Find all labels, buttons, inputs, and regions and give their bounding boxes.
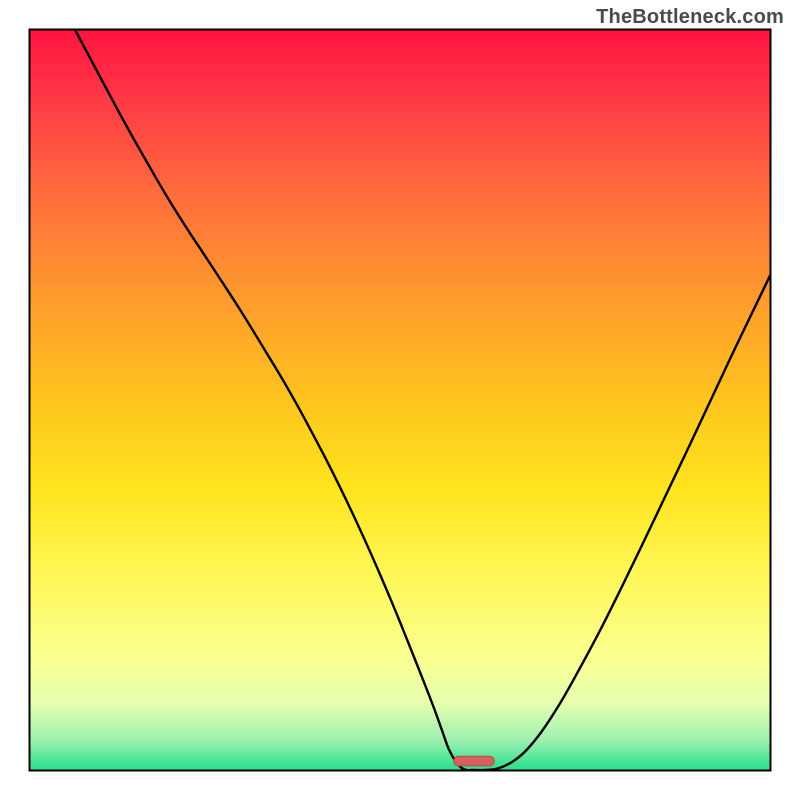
watermark-text: TheBottleneck.com (596, 6, 784, 29)
chart-svg (0, 0, 800, 800)
bottleneck-chart-root: TheBottleneck.com (0, 0, 800, 800)
sweet-spot-marker (454, 756, 495, 766)
gradient-background (30, 30, 770, 770)
